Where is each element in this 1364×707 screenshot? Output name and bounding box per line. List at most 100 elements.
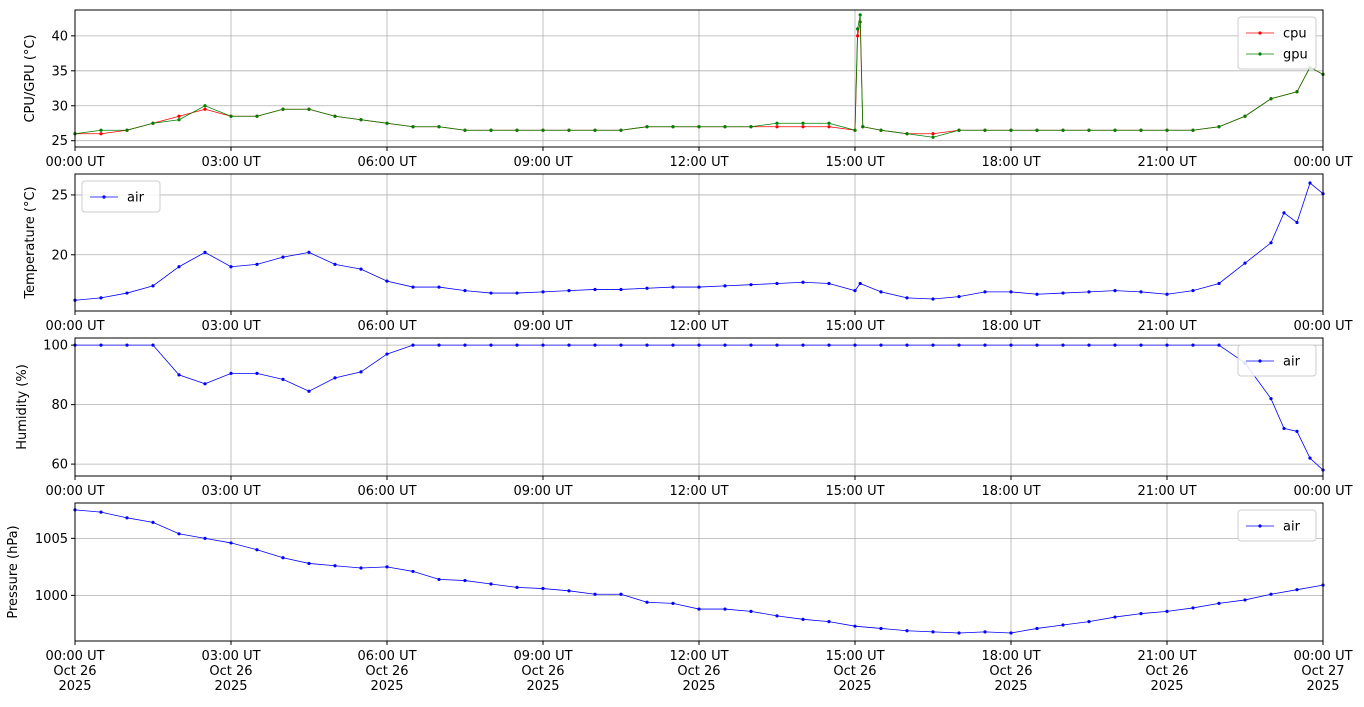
legend-label: gpu <box>1283 48 1308 63</box>
data-point <box>1113 289 1117 293</box>
data-point <box>931 343 935 347</box>
data-point <box>905 296 909 300</box>
data-point <box>1035 343 1039 347</box>
x-tick-label: Oct 26 <box>1145 664 1188 679</box>
x-tick-label: 2025 <box>1306 679 1339 694</box>
panel: 20 25 00:00 UT 03:00 UT 06:00 UT 09:00 UT 12:0… <box>23 173 1353 334</box>
data-point <box>359 267 363 271</box>
data-point <box>99 128 103 132</box>
data-point <box>1087 290 1091 294</box>
legend-marker <box>1258 359 1262 363</box>
legend-marker <box>102 195 106 199</box>
data-point <box>203 536 207 540</box>
data-point <box>879 343 883 347</box>
data-point <box>801 125 805 129</box>
data-point <box>1165 128 1169 132</box>
data-point <box>437 577 441 582</box>
data-point <box>1061 291 1065 295</box>
data-point <box>1269 97 1273 101</box>
data-point <box>1217 125 1221 129</box>
x-tick-label: Oct 26 <box>989 664 1032 679</box>
x-tick-label: 00:00 UT <box>1293 649 1352 664</box>
data-point <box>151 520 155 524</box>
data-point <box>255 114 259 118</box>
data-point <box>858 281 862 286</box>
data-point <box>463 128 467 132</box>
data-point <box>1217 343 1221 347</box>
data-point <box>411 569 415 574</box>
x-tick-label: 03:00 UT <box>201 484 260 499</box>
data-point <box>671 343 675 347</box>
data-point <box>957 128 961 132</box>
y-tick-label: 100 <box>43 339 68 354</box>
data-point <box>827 620 831 624</box>
data-point <box>1035 292 1039 296</box>
data-point <box>983 290 987 294</box>
data-point <box>99 132 103 136</box>
data-point <box>775 614 779 618</box>
data-point <box>957 295 961 299</box>
data-point <box>879 290 883 294</box>
data-point <box>281 377 285 381</box>
data-point <box>671 601 675 605</box>
data-point <box>697 607 701 611</box>
data-point <box>541 586 545 591</box>
data-point <box>645 286 649 290</box>
x-tick-label: 15:00 UT <box>825 155 884 170</box>
x-tick-label: 12:00 UT <box>669 649 728 664</box>
x-tick-label: 12:00 UT <box>669 155 728 170</box>
data-point <box>723 125 727 129</box>
data-point <box>359 566 363 570</box>
data-point <box>861 125 865 129</box>
data-point <box>905 629 909 633</box>
data-point <box>541 128 545 132</box>
data-point <box>1139 343 1143 347</box>
x-tick-label: 06:00 UT <box>357 649 416 664</box>
data-point <box>489 343 493 347</box>
x-tick-label: 12:00 UT <box>669 319 728 334</box>
legend-label: air <box>1283 520 1301 535</box>
data-point <box>827 125 831 129</box>
data-point <box>1295 429 1299 433</box>
legend-label: air <box>127 191 145 206</box>
data-point <box>177 118 181 122</box>
data-point <box>853 624 857 628</box>
data-point <box>827 121 831 125</box>
x-tick-label: 03:00 UT <box>201 319 260 334</box>
data-point <box>1061 343 1065 347</box>
data-point <box>1243 114 1247 118</box>
data-point <box>619 343 623 347</box>
data-point <box>567 343 571 347</box>
data-point <box>749 343 753 347</box>
y-tick-label: 40 <box>51 29 68 44</box>
data-point <box>1191 289 1195 293</box>
data-point <box>437 125 441 129</box>
x-tick-label: 15:00 UT <box>825 649 884 664</box>
x-tick-label: 2025 <box>994 679 1027 694</box>
data-point <box>463 578 467 583</box>
x-tick-label: 15:00 UT <box>825 484 884 499</box>
x-tick-label: 06:00 UT <box>357 319 416 334</box>
data-point <box>411 285 415 289</box>
data-point <box>801 121 805 125</box>
x-tick-label: 00:00 UT <box>1293 155 1352 170</box>
data-point <box>489 128 493 132</box>
data-point <box>645 600 649 604</box>
x-tick-label: 2025 <box>838 679 871 694</box>
data-point <box>775 343 779 347</box>
data-point <box>567 128 571 132</box>
y-tick-label: 25 <box>51 188 68 203</box>
x-tick-label: 18:00 UT <box>981 649 1040 664</box>
data-point <box>1191 128 1195 132</box>
data-point <box>385 352 389 356</box>
data-point <box>489 291 493 295</box>
data-point <box>1009 343 1013 347</box>
x-tick-label: 00:00 UT <box>1293 484 1352 499</box>
data-point <box>307 561 311 566</box>
data-point <box>255 548 259 552</box>
data-point <box>1243 598 1247 602</box>
data-point <box>749 283 753 287</box>
data-point <box>203 250 207 254</box>
data-point <box>1282 426 1286 431</box>
